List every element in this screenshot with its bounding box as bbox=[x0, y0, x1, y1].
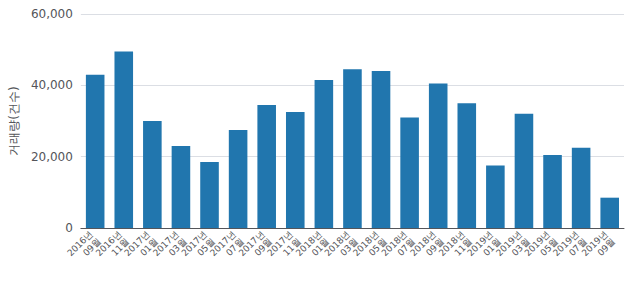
svg-text:2017년: 2017년 bbox=[208, 228, 238, 259]
svg-text:2017년: 2017년 bbox=[122, 228, 152, 259]
svg-text:05월: 05월 bbox=[195, 236, 217, 258]
svg-text:07월: 07월 bbox=[395, 236, 417, 258]
svg-text:2018년: 2018년 bbox=[351, 228, 381, 259]
svg-text:거래량(건수): 거래량(건수) bbox=[7, 86, 21, 155]
svg-text:2018년: 2018년 bbox=[408, 228, 438, 259]
svg-text:60,000: 60,000 bbox=[31, 7, 73, 21]
svg-text:2019년: 2019년 bbox=[551, 228, 581, 259]
svg-text:03월: 03월 bbox=[166, 236, 189, 258]
svg-text:2018년: 2018년 bbox=[293, 228, 324, 259]
svg-text:2019년: 2019년 bbox=[579, 228, 610, 259]
svg-text:2016년: 2016년 bbox=[93, 228, 124, 259]
svg-text:2018년: 2018년 bbox=[379, 228, 410, 259]
svg-text:2019년: 2019년 bbox=[465, 228, 495, 259]
svg-text:2017년: 2017년 bbox=[265, 228, 295, 259]
svg-text:01월: 01월 bbox=[481, 236, 503, 258]
svg-text:09월: 09월 bbox=[424, 236, 446, 258]
svg-text:09월: 09월 bbox=[252, 236, 275, 258]
svg-text:2016년: 2016년 bbox=[65, 228, 95, 259]
svg-text:03월: 03월 bbox=[509, 236, 532, 258]
svg-text:2017년: 2017년 bbox=[179, 228, 210, 259]
svg-text:05월: 05월 bbox=[538, 236, 560, 258]
svg-text:07월: 07월 bbox=[567, 236, 589, 258]
svg-text:11월: 11월 bbox=[109, 236, 132, 258]
svg-text:11월: 11월 bbox=[281, 236, 303, 258]
svg-text:11월: 11월 bbox=[452, 236, 475, 258]
svg-text:2019년: 2019년 bbox=[494, 228, 524, 259]
svg-text:2019년: 2019년 bbox=[522, 228, 553, 259]
svg-text:01월: 01월 bbox=[138, 236, 160, 258]
svg-text:09월: 09월 bbox=[596, 236, 618, 258]
svg-text:2017년: 2017년 bbox=[236, 228, 267, 259]
svg-text:2018년: 2018년 bbox=[322, 228, 353, 259]
svg-text:20,000: 20,000 bbox=[31, 150, 73, 164]
svg-text:2018년: 2018년 bbox=[436, 228, 467, 259]
svg-text:09월: 09월 bbox=[81, 236, 103, 258]
svg-text:07월: 07월 bbox=[224, 236, 246, 258]
svg-text:40,000: 40,000 bbox=[31, 78, 73, 92]
svg-text:2017년: 2017년 bbox=[151, 228, 181, 259]
svg-text:01월: 01월 bbox=[309, 236, 332, 258]
svg-text:0: 0 bbox=[65, 221, 73, 235]
svg-text:03월: 03월 bbox=[338, 236, 360, 258]
svg-text:05월: 05월 bbox=[366, 236, 389, 258]
